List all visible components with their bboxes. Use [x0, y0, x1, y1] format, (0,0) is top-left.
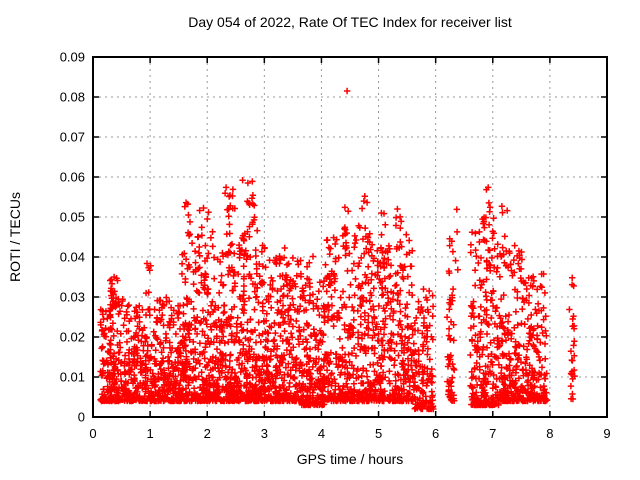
y-tick-label: 0.07	[60, 130, 85, 145]
x-tick-label: 5	[375, 426, 382, 441]
y-tick-label: 0.09	[60, 50, 85, 65]
x-tick-label: 3	[261, 426, 268, 441]
y-tick-label: 0.04	[60, 250, 85, 265]
x-tick-label: 8	[546, 426, 553, 441]
y-tick-label: 0.02	[60, 330, 85, 345]
tick-marks-layer	[92, 56, 608, 418]
x-tick-label: 7	[489, 426, 496, 441]
chart-title: Day 054 of 2022, Rate Of TEC Index for r…	[188, 14, 512, 30]
y-tick-label: 0.05	[60, 210, 85, 225]
plot-border	[92, 56, 608, 418]
y-tick-label: 0.08	[60, 90, 85, 105]
y-tick-label: 0.01	[60, 370, 85, 385]
x-tick-label: 0	[89, 426, 96, 441]
x-tick-label: 9	[603, 426, 610, 441]
grid-layer	[93, 57, 607, 417]
x-axis-label: GPS time / hours	[297, 451, 404, 467]
scatter-points-layer	[97, 87, 578, 413]
y-tick-label: 0.06	[60, 170, 85, 185]
y-tick-label: 0.03	[60, 290, 85, 305]
y-tick-label: 0	[78, 410, 85, 425]
x-tick-label: 2	[204, 426, 211, 441]
y-tick-labels: 0 0.01 0.02 0.03 0.04 0.05 0.06 0.07 0.08 0.09	[60, 50, 85, 425]
x-tick-labels: 0 1 2 3 4 5 6 7 8 9	[89, 426, 610, 441]
roti-data-points	[97, 87, 578, 413]
x-tick-label: 6	[432, 426, 439, 441]
x-tick-label: 1	[146, 426, 153, 441]
y-axis-label: ROTI / TECUs	[7, 192, 23, 282]
x-tick-label: 4	[318, 426, 325, 441]
